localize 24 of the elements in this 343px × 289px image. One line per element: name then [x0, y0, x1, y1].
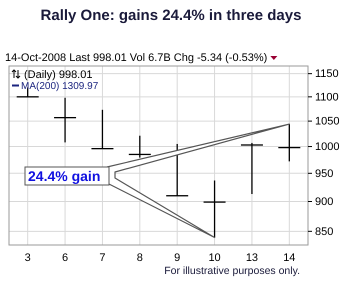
- x-tick-label: 3: [24, 252, 31, 264]
- x-tick-label: 6: [62, 252, 68, 264]
- y-tick-label: 1050: [315, 116, 340, 128]
- x-tick-label: 10: [208, 252, 221, 264]
- y-tick-label: 1100: [315, 91, 339, 104]
- candlestick: [54, 97, 76, 144]
- y-tick-label: 850: [315, 226, 334, 238]
- x-tick-label: 14: [283, 252, 296, 264]
- x-tick-label: 13: [246, 252, 258, 264]
- x-tick-label: 7: [99, 252, 106, 264]
- annotation: MA(200) 1309.97: [21, 81, 99, 92]
- annotation: (Daily) 998.01: [24, 69, 92, 81]
- y-tick-label: 1150: [315, 68, 339, 80]
- x-tick-label: 8: [136, 252, 143, 264]
- chart-subtitle: 14-Oct-2008 Last 998.01 Vol 6.7B Chg -5.34 (-0.53%): [5, 52, 268, 64]
- chart-title: Rally One: gains 24.4% in three days: [40, 7, 302, 24]
- candlestick: [166, 143, 188, 196]
- annotation: 24.4% gain: [28, 168, 100, 184]
- y-tick-label: 1000: [315, 141, 340, 154]
- y-tick-label: 900: [315, 196, 334, 208]
- x-tick-label: 9: [174, 252, 180, 264]
- text: For illustrative purposes only.: [164, 265, 300, 277]
- candlestick: [91, 109, 114, 150]
- y-tick-label: 950: [315, 168, 334, 180]
